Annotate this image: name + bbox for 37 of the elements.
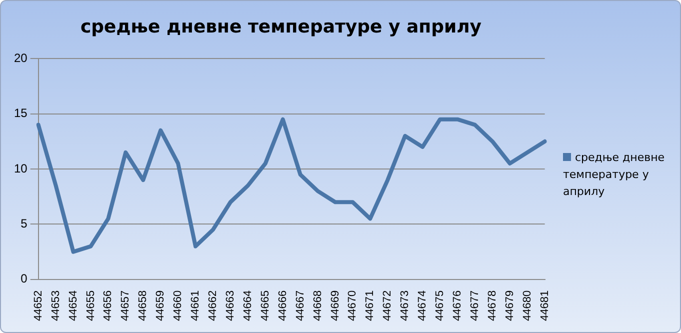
x-tick-label: 44678 xyxy=(486,290,498,322)
x-tick-label: 44664 xyxy=(242,290,254,322)
x-tick-label: 44669 xyxy=(329,290,342,322)
x-tick-label: 44659 xyxy=(154,290,167,322)
x-tick-label: 44672 xyxy=(382,290,394,322)
x-tick-label: 44657 xyxy=(120,290,132,322)
x-tick-label: 44654 xyxy=(67,290,80,322)
y-tick-label: 10 xyxy=(14,161,28,176)
x-tick-label: 44679 xyxy=(504,290,516,322)
x-tick-label: 44658 xyxy=(137,290,150,322)
y-tick-label: 15 xyxy=(14,106,28,120)
x-tick-label: 44653 xyxy=(50,290,62,322)
x-tick-label: 44670 xyxy=(346,290,359,322)
x-tick-label: 44663 xyxy=(224,290,236,322)
x-tick-label: 44652 xyxy=(32,290,44,322)
x-tick-label: 44662 xyxy=(207,290,220,322)
x-tick-label: 44660 xyxy=(172,290,184,322)
x-tick-label: 44668 xyxy=(312,290,324,322)
x-tick-label: 44675 xyxy=(434,290,446,322)
x-tick-label: 44681 xyxy=(538,290,551,322)
y-tick-label: 5 xyxy=(20,216,28,231)
x-tick-label: 44680 xyxy=(521,290,534,322)
x-tick-label: 44673 xyxy=(399,290,412,322)
x-tick-label: 44656 xyxy=(102,290,114,322)
x-tick-label: 44655 xyxy=(84,290,97,322)
legend-label: средње дневне температуре у априлу xyxy=(563,150,666,200)
x-tick-label: 44671 xyxy=(364,290,376,322)
x-tick-label: 44661 xyxy=(190,290,202,322)
y-tick-label: 20 xyxy=(14,50,28,65)
y-tick-label: 0 xyxy=(20,272,28,286)
x-tick-label: 44665 xyxy=(259,290,272,322)
x-tick-label: 44676 xyxy=(452,290,464,322)
x-tick-label: 44667 xyxy=(294,290,306,322)
x-tick-label: 44677 xyxy=(468,290,481,322)
x-tick-label: 44666 xyxy=(276,290,289,322)
chart-title: средње дневне температуре у априлу xyxy=(80,16,482,38)
x-tick-label: 44674 xyxy=(416,290,429,322)
